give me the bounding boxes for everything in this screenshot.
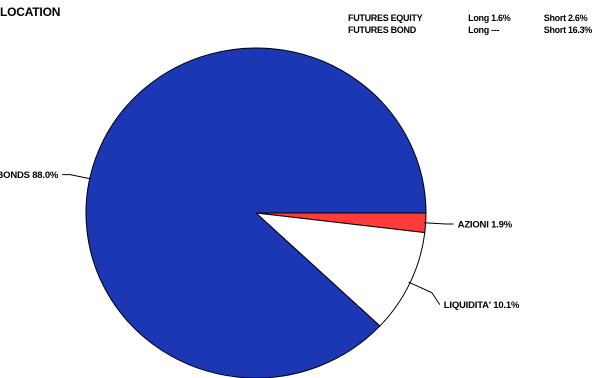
futures-short: Short 16.3% (543, 25, 592, 35)
futures-long: Long --- (468, 25, 500, 35)
futures-name: FUTURES EQUITY (348, 13, 423, 23)
chart-title: LOCATION (0, 5, 61, 19)
pie-leader-bonds (62, 174, 92, 180)
pie-leader-azioni (423, 222, 454, 225)
pie-leader-liquidita (408, 281, 441, 305)
futures-row-equity: FUTURES EQUITY Long 1.6% Short 2.6% (348, 12, 592, 24)
pie-slice-bonds (85, 47, 427, 378)
futures-table: FUTURES EQUITY Long 1.6% Short 2.6% FUTU… (348, 12, 592, 36)
futures-long: Long 1.6% (468, 13, 511, 23)
futures-short: Short 2.6% (543, 13, 588, 23)
pie-label-liquidita: LIQUIDITA' 10.1% (444, 300, 520, 311)
futures-row-bond: FUTURES BOND Long --- Short 16.3% (348, 24, 592, 36)
futures-name: FUTURES BOND (348, 25, 416, 35)
pie-label-azioni: AZIONI 1.9% (458, 220, 513, 231)
pie-label-bonds: BONDS 88.0% (0, 170, 59, 181)
